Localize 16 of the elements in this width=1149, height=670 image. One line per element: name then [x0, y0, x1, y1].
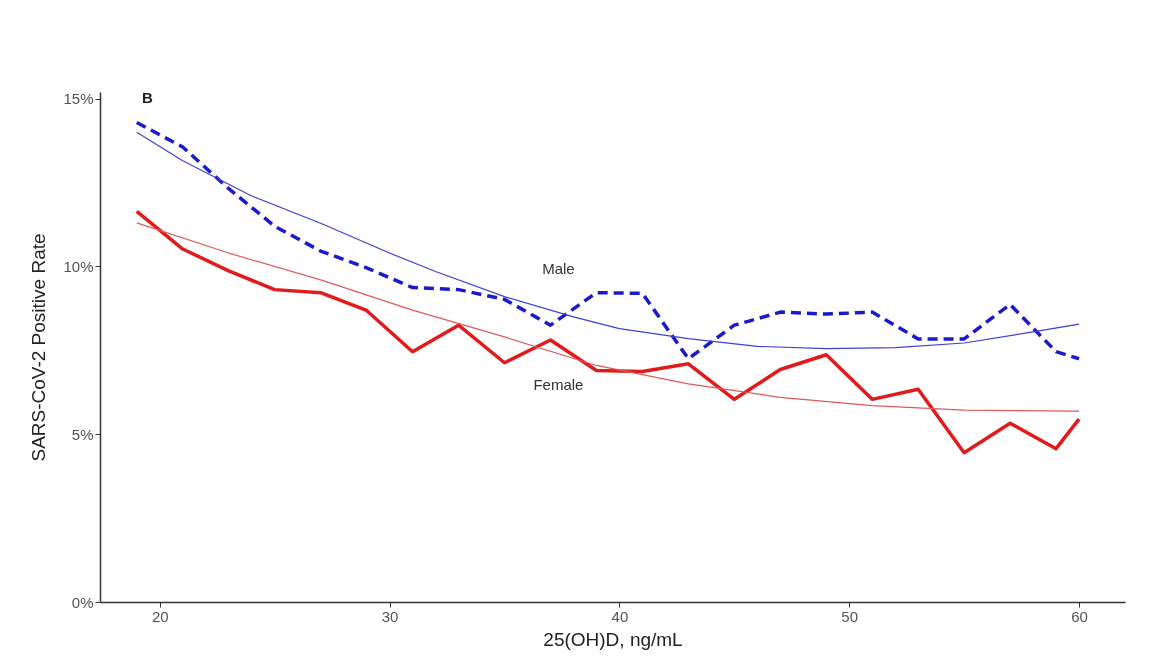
x-axis-title: 25(OH)D, ng/mL [543, 628, 683, 650]
x-tick-label: 50 [841, 607, 859, 625]
y-tick-label: 0% [71, 593, 94, 611]
x-tick-label: 30 [381, 607, 399, 625]
y-tick-label: 10% [63, 257, 94, 275]
annotation: B [142, 89, 153, 106]
series-label: Male [542, 260, 575, 278]
line-series [135, 209, 1081, 455]
y-tick-label: 15% [63, 90, 94, 108]
x-tick-label: 60 [1071, 607, 1088, 625]
y-axis-title: SARS-CoV-2 Positive Rate [28, 233, 50, 462]
x-tick-label: 20 [151, 607, 169, 625]
x-tick-label: 40 [611, 607, 629, 625]
line-series [136, 222, 1080, 412]
y-tick-label: 5% [71, 425, 94, 443]
series-label: Female [533, 375, 584, 393]
